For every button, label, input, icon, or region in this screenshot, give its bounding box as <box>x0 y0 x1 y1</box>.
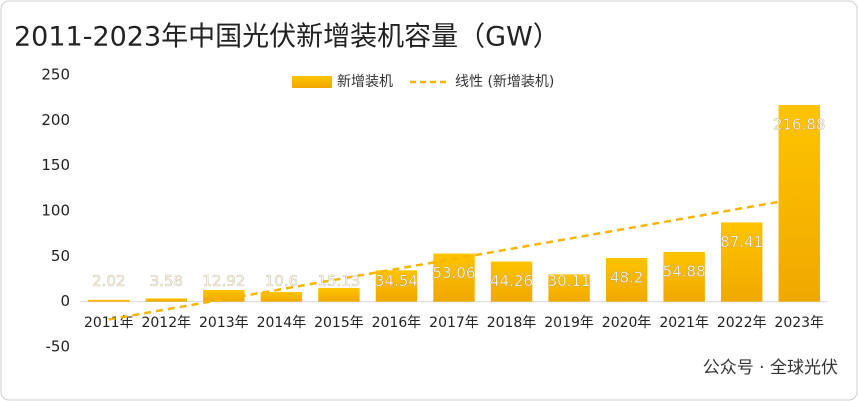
bar <box>88 299 130 302</box>
trendline <box>108 197 800 321</box>
y-tick-label: 250 <box>41 66 70 84</box>
x-tick-label: 2022年 <box>717 315 767 331</box>
data-label: 54.88 <box>663 262 706 280</box>
x-tick-label: 2012年 <box>141 315 191 331</box>
x-tick-label: 2013年 <box>199 315 249 331</box>
data-label: 12.92 <box>202 272 245 290</box>
x-tick-label: 2014年 <box>257 315 307 331</box>
data-label: 2.02 <box>92 272 125 290</box>
data-label: 10.6 <box>265 272 298 290</box>
data-label: 34.54 <box>375 272 418 290</box>
bar <box>778 105 820 302</box>
y-tick-label: 50 <box>51 247 70 265</box>
y-tick-label: 150 <box>41 156 70 174</box>
bar <box>203 289 245 302</box>
bar <box>548 274 590 302</box>
bar <box>663 251 705 302</box>
bar <box>318 287 360 302</box>
y-tick-label: 200 <box>41 111 70 129</box>
watermark: 公众号 · 全球光伏 <box>703 358 838 378</box>
data-label: 15.13 <box>317 272 360 290</box>
legend-swatch <box>292 76 332 88</box>
x-tick-label: 2023年 <box>774 315 824 331</box>
x-tick-label: 2011年 <box>84 315 134 331</box>
x-tick-label: 2021年 <box>659 315 709 331</box>
data-label: 216.88 <box>773 116 826 134</box>
bar <box>490 261 533 302</box>
data-label: 87.41 <box>720 233 763 251</box>
data-label: 3.58 <box>150 272 183 290</box>
bar <box>720 222 763 302</box>
x-tick-label: 2016年 <box>372 315 422 331</box>
x-tick-label: 2018年 <box>487 315 537 331</box>
x-tick-label: 2019年 <box>544 315 594 331</box>
data-label: 44.26 <box>490 272 533 290</box>
data-label: 53.06 <box>433 264 476 282</box>
bar <box>375 270 418 302</box>
data-label: 48.2 <box>610 268 643 286</box>
bar <box>260 292 303 302</box>
y-tick-label: 0 <box>60 292 70 310</box>
chart-title: 2011-2023年中国光伏新增装机容量（GW） <box>14 22 560 53</box>
bar <box>145 298 188 302</box>
data-label: 30.11 <box>548 272 591 290</box>
y-tick-label: -50 <box>46 338 71 356</box>
x-tick-label: 2017年 <box>429 315 479 331</box>
y-tick-label: 100 <box>41 202 70 220</box>
legend-label: 新增装机 <box>337 74 393 90</box>
bar <box>605 257 648 302</box>
legend-label: 线性 (新增装机) <box>455 74 554 90</box>
x-tick-label: 2015年 <box>314 315 364 331</box>
x-tick-label: 2020年 <box>602 315 652 331</box>
